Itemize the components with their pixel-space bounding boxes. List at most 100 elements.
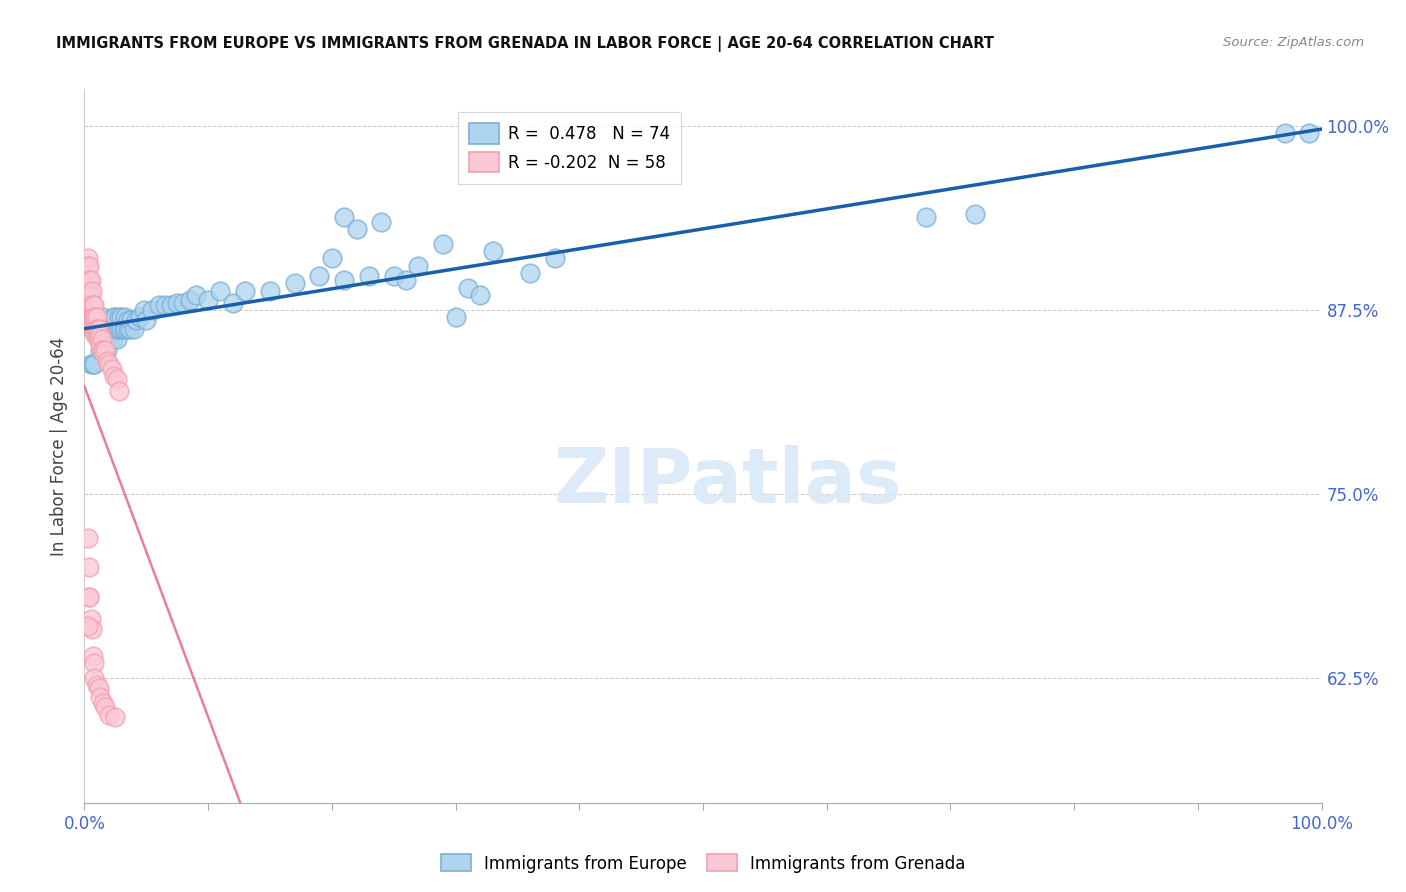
Point bbox=[333, 211, 356, 225]
Point bbox=[110, 310, 132, 325]
Point bbox=[84, 310, 107, 325]
Point bbox=[222, 295, 245, 310]
Legend: R =  0.478   N = 74, R = -0.202  N = 58: R = 0.478 N = 74, R = -0.202 N = 58 bbox=[458, 112, 682, 184]
Point bbox=[105, 322, 128, 336]
Point bbox=[86, 678, 108, 692]
Point bbox=[77, 619, 100, 633]
Point bbox=[120, 322, 142, 336]
Text: ZIPatlas: ZIPatlas bbox=[554, 445, 903, 518]
Point bbox=[83, 357, 105, 371]
Point bbox=[259, 284, 281, 298]
Point bbox=[382, 268, 405, 283]
Point bbox=[519, 266, 541, 280]
Point bbox=[104, 322, 127, 336]
Point bbox=[94, 343, 117, 357]
Point bbox=[91, 322, 114, 336]
Point bbox=[333, 273, 356, 287]
Point bbox=[105, 332, 128, 346]
Point bbox=[120, 313, 142, 327]
Point bbox=[87, 322, 110, 336]
Point bbox=[1274, 126, 1296, 140]
Point bbox=[184, 288, 207, 302]
Point bbox=[135, 313, 157, 327]
Point bbox=[98, 332, 121, 346]
Point bbox=[122, 322, 145, 336]
Point bbox=[321, 252, 343, 266]
Point bbox=[166, 295, 188, 310]
Point bbox=[89, 322, 111, 336]
Point bbox=[79, 357, 101, 371]
Point bbox=[90, 332, 112, 346]
Point bbox=[125, 313, 148, 327]
Point bbox=[179, 293, 201, 307]
Point bbox=[104, 710, 127, 724]
Point bbox=[77, 252, 100, 266]
Point bbox=[110, 322, 132, 336]
Point bbox=[172, 295, 194, 310]
Point bbox=[432, 236, 454, 251]
Point bbox=[83, 298, 105, 312]
Point bbox=[112, 322, 135, 336]
Point bbox=[80, 298, 103, 312]
Point bbox=[79, 259, 101, 273]
Point bbox=[100, 322, 122, 336]
Point bbox=[89, 336, 111, 351]
Point bbox=[117, 322, 139, 336]
Point bbox=[79, 273, 101, 287]
Point bbox=[79, 560, 101, 574]
Point bbox=[89, 332, 111, 346]
Point bbox=[79, 590, 101, 604]
Point bbox=[82, 648, 104, 663]
Point bbox=[91, 310, 114, 325]
Point bbox=[79, 612, 101, 626]
Point bbox=[86, 310, 108, 325]
Point bbox=[153, 298, 176, 312]
Point bbox=[82, 357, 104, 371]
Point bbox=[233, 284, 256, 298]
Point bbox=[86, 322, 108, 336]
Point bbox=[346, 222, 368, 236]
Point bbox=[91, 343, 114, 357]
Point bbox=[83, 310, 105, 325]
Point bbox=[108, 322, 131, 336]
Point bbox=[83, 322, 105, 336]
Point bbox=[117, 313, 139, 327]
Point bbox=[1298, 126, 1320, 140]
Point bbox=[96, 332, 118, 346]
Point bbox=[93, 322, 115, 336]
Point bbox=[100, 322, 122, 336]
Point bbox=[284, 277, 307, 291]
Point bbox=[89, 343, 111, 357]
Point bbox=[103, 369, 125, 384]
Point bbox=[96, 343, 118, 357]
Point bbox=[114, 310, 136, 325]
Point bbox=[101, 332, 124, 346]
Point bbox=[77, 273, 100, 287]
Point bbox=[82, 298, 104, 312]
Point bbox=[86, 327, 108, 342]
Point bbox=[148, 298, 170, 312]
Point bbox=[107, 322, 129, 336]
Point bbox=[94, 700, 117, 714]
Point bbox=[965, 207, 987, 221]
Point bbox=[79, 273, 101, 287]
Point bbox=[129, 310, 152, 325]
Point bbox=[91, 696, 114, 710]
Point bbox=[80, 310, 103, 325]
Text: Source: ZipAtlas.com: Source: ZipAtlas.com bbox=[1223, 36, 1364, 49]
Legend: Immigrants from Europe, Immigrants from Grenada: Immigrants from Europe, Immigrants from … bbox=[434, 847, 972, 880]
Point bbox=[83, 671, 105, 685]
Point bbox=[160, 298, 183, 312]
Point bbox=[197, 293, 219, 307]
Point bbox=[86, 310, 108, 325]
Point bbox=[543, 252, 565, 266]
Point bbox=[114, 322, 136, 336]
Point bbox=[84, 327, 107, 342]
Point bbox=[408, 259, 430, 273]
Point bbox=[93, 347, 115, 361]
Point bbox=[108, 310, 131, 325]
Point bbox=[86, 322, 108, 336]
Point bbox=[101, 310, 124, 325]
Point bbox=[89, 681, 111, 695]
Point bbox=[141, 302, 163, 317]
